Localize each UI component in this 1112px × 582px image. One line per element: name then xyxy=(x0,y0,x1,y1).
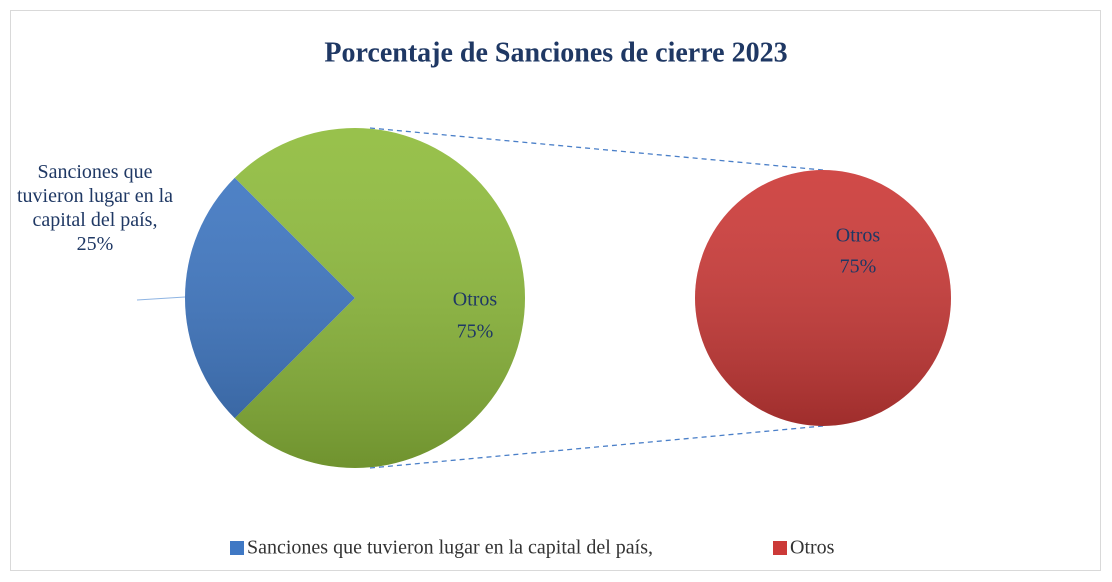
connector-line xyxy=(369,425,824,469)
data-label: Sanciones que tuvieron lugar en la capit… xyxy=(10,160,180,256)
data-label-value: 75% xyxy=(457,321,494,343)
chart-title: Porcentaje de Sanciones de cierre 2023 xyxy=(324,37,787,68)
pie-slice xyxy=(695,170,951,426)
legend-label: Sanciones que tuvieron lugar en la capit… xyxy=(247,537,653,559)
data-label-category: Otros xyxy=(453,289,498,311)
leader-line xyxy=(136,296,186,301)
data-label-value: 25% xyxy=(76,233,114,255)
legend-swatch xyxy=(773,541,787,555)
legend-label: Otros xyxy=(790,537,835,559)
data-label-value: 75% xyxy=(840,256,877,278)
data-label-category: Otros xyxy=(836,225,881,247)
connector-line xyxy=(369,127,824,171)
legend-swatch xyxy=(230,541,244,555)
data-label-category: Sanciones que tuvieron lugar en la capit… xyxy=(16,161,174,231)
